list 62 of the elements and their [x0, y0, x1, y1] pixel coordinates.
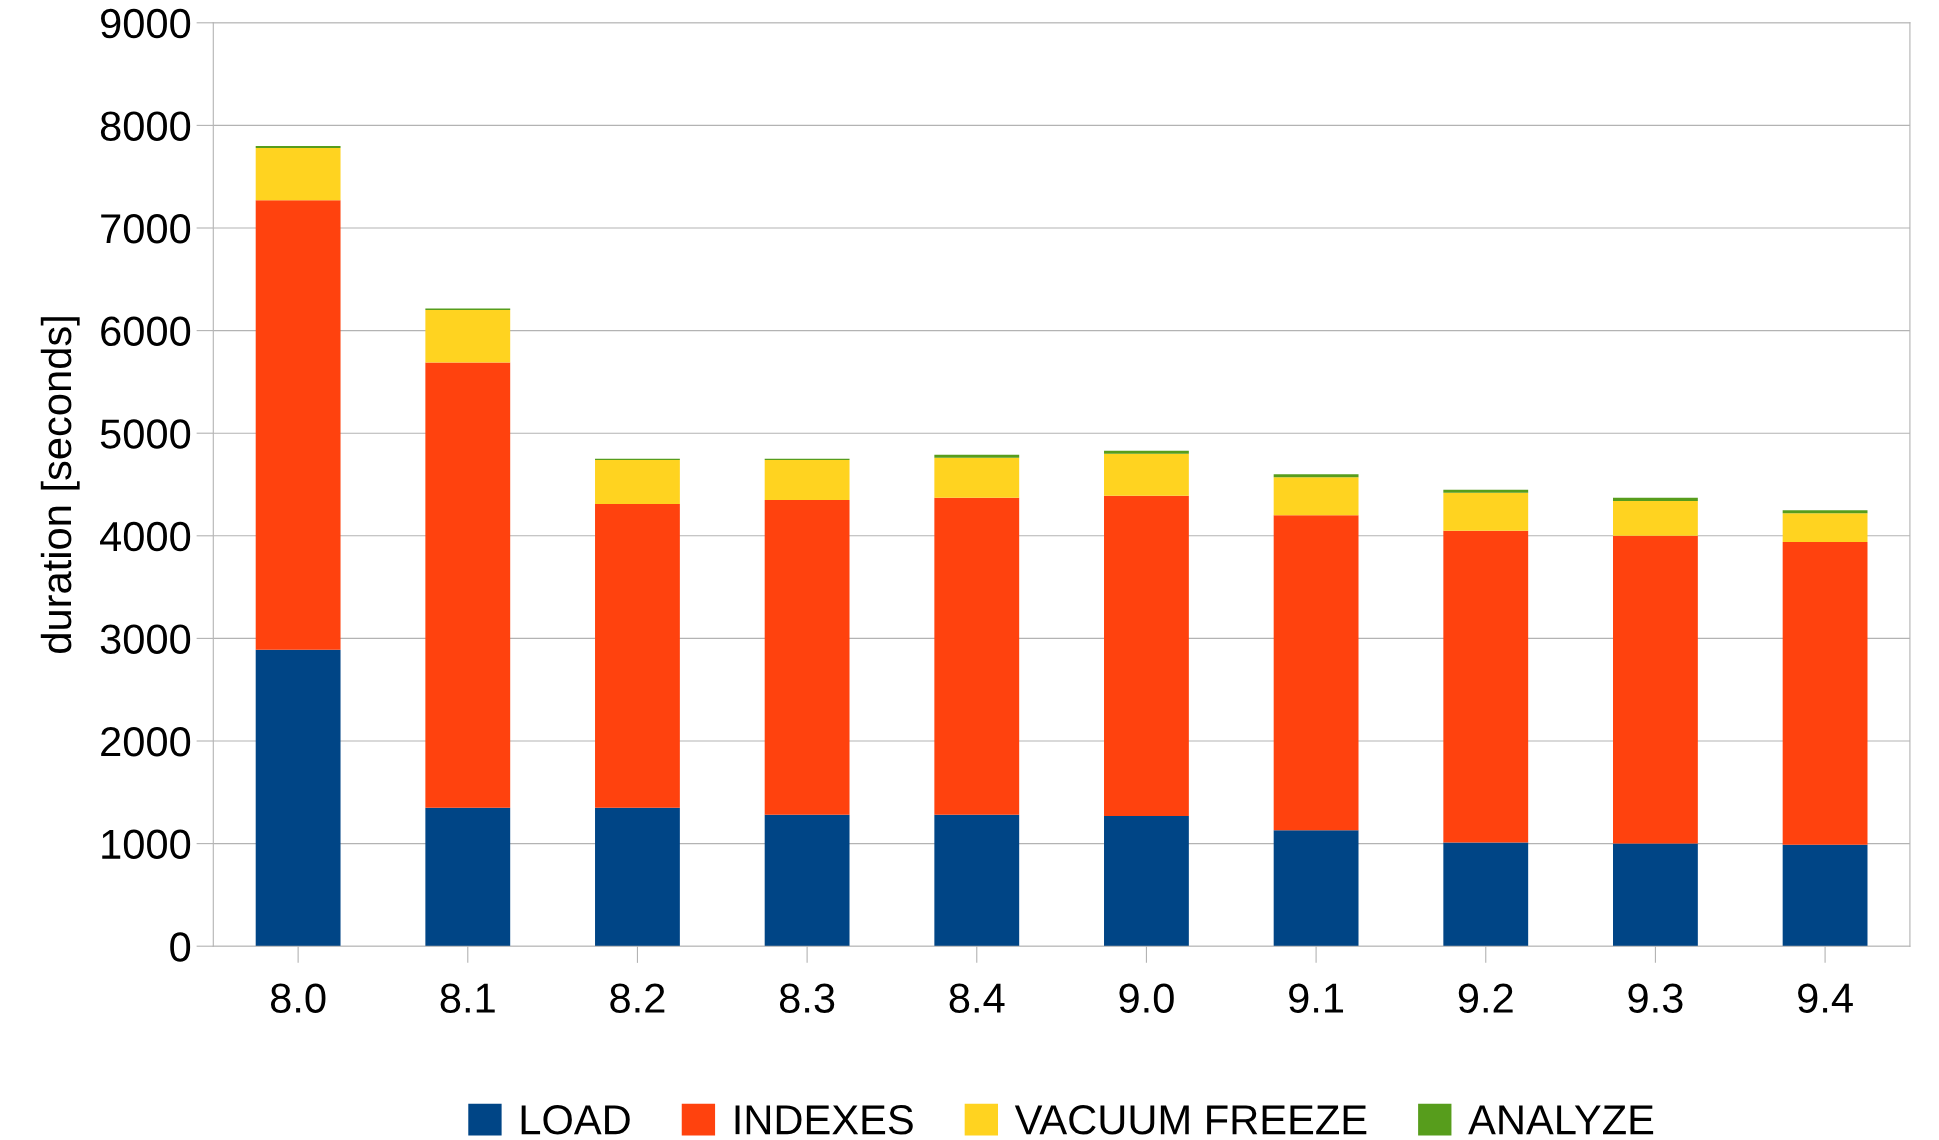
x-tick-label: 9.2 — [1458, 983, 1513, 1013]
legend-label: VACUUM FREEZE — [1014, 1105, 1367, 1135]
bar — [1782, 844, 1868, 947]
bar — [595, 807, 680, 947]
bar — [934, 814, 1020, 947]
bar — [1104, 495, 1189, 816]
bar — [1104, 815, 1189, 947]
bar — [934, 457, 1020, 498]
bar — [1613, 535, 1698, 844]
bar — [1613, 843, 1698, 947]
bar — [425, 362, 511, 808]
bar — [255, 649, 341, 947]
x-tick-label: 8.1 — [440, 983, 495, 1013]
bar — [1273, 515, 1359, 831]
y-tick-label: 0 — [170, 932, 191, 962]
x-tick-label: 9.4 — [1798, 983, 1853, 1013]
bar — [764, 459, 850, 500]
bar — [934, 454, 1020, 458]
bar — [934, 497, 1020, 815]
y-tick-label: 2000 — [101, 727, 191, 757]
bar — [1782, 513, 1868, 542]
bar — [1782, 510, 1868, 514]
bar — [1443, 530, 1529, 843]
bar — [1104, 453, 1189, 496]
bar — [1273, 830, 1359, 947]
bar — [1613, 500, 1698, 536]
x-tick-label: 8.0 — [270, 983, 326, 1013]
bar — [1104, 450, 1189, 454]
x-tick-label: 9.1 — [1289, 983, 1344, 1013]
bar — [595, 459, 680, 504]
bar — [1613, 497, 1698, 501]
legend-label: ANALYZE — [1468, 1105, 1654, 1135]
bar — [255, 145, 341, 148]
legend-label: INDEXES — [735, 1105, 913, 1135]
x-tick-label: 8.2 — [610, 983, 665, 1013]
x-tick-label: 8.3 — [779, 983, 835, 1013]
bar — [1782, 541, 1868, 845]
bar — [425, 807, 511, 947]
y-tick-label: 1000 — [102, 829, 191, 860]
y-axis-title: duration [seconds] — [40, 317, 80, 653]
bar — [764, 814, 850, 947]
y-tick-label: 5000 — [100, 419, 191, 449]
bar — [425, 310, 511, 363]
x-tick-label: 8.4 — [949, 983, 1005, 1013]
y-tick-label: 6000 — [101, 316, 191, 347]
bar — [255, 200, 341, 650]
bar — [1273, 474, 1359, 478]
bar — [1443, 842, 1529, 947]
bar — [1443, 492, 1529, 531]
bar — [764, 499, 850, 815]
bar — [1443, 489, 1529, 493]
bar — [595, 503, 680, 808]
y-tick-label: 8000 — [100, 111, 191, 141]
bar — [1273, 477, 1359, 516]
y-tick-label: 4000 — [100, 521, 191, 552]
y-tick-label: 9000 — [101, 8, 191, 39]
x-tick-label: 9.0 — [1119, 983, 1174, 1013]
y-tick-label: 3000 — [100, 624, 191, 654]
legend-label: LOAD — [521, 1105, 630, 1135]
x-tick-label: 9.3 — [1628, 983, 1683, 1013]
y-tick-label: 7000 — [101, 214, 191, 244]
bar — [255, 147, 341, 201]
